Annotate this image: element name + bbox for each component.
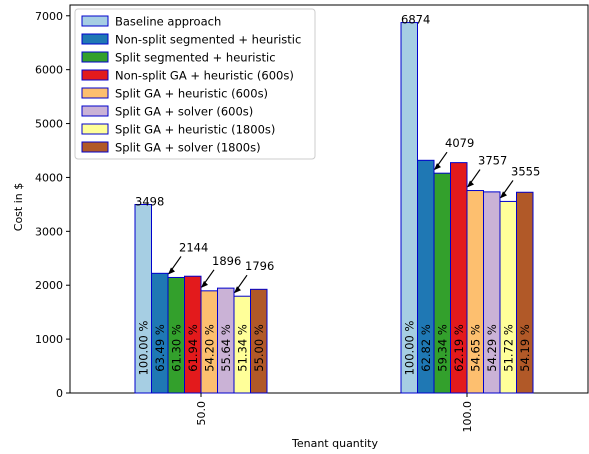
annotation-arrow-head bbox=[500, 191, 507, 199]
legend-swatch bbox=[81, 15, 109, 27]
value-annotation: 1896 bbox=[212, 254, 241, 268]
percent-label: 100.00 % bbox=[136, 321, 150, 376]
plot-frame bbox=[69, 4, 589, 394]
legend-swatch bbox=[81, 69, 109, 81]
legend-label: Split GA + solver (1800s) bbox=[115, 141, 261, 155]
y-tick-label: 2000 bbox=[35, 279, 63, 292]
y-tick-label: 3000 bbox=[35, 225, 63, 238]
legend-box bbox=[74, 8, 316, 160]
percent-label: 54.29 % bbox=[485, 324, 499, 372]
x-tick-label: 100.0 bbox=[461, 401, 474, 433]
value-annotation: 3555 bbox=[511, 164, 540, 178]
bar bbox=[516, 191, 534, 394]
value-annotation: 4079 bbox=[445, 136, 474, 150]
y-axis-label: Cost in $ bbox=[12, 183, 25, 231]
legend-label: Split GA + solver (600s) bbox=[115, 105, 253, 119]
legend-swatch bbox=[81, 105, 109, 117]
percent-label: 55.64 % bbox=[219, 324, 233, 372]
value-annotation: 3757 bbox=[478, 154, 507, 168]
legend-label: Baseline approach bbox=[115, 15, 221, 29]
percent-label: 59.34 % bbox=[435, 324, 449, 372]
legend-swatch bbox=[81, 51, 109, 63]
legend-label: Split segmented + heuristic bbox=[115, 51, 276, 65]
legend-label: Split GA + heuristic (600s) bbox=[115, 87, 268, 101]
annotation-arrow-head bbox=[168, 267, 175, 275]
annotation-arrow-head bbox=[201, 280, 208, 288]
percent-label: 63.49 % bbox=[153, 324, 167, 372]
annotation-arrow-head bbox=[467, 180, 474, 188]
y-tick-label: 5000 bbox=[35, 118, 63, 131]
percent-label: 62.82 % bbox=[419, 324, 433, 372]
percent-label: 62.19 % bbox=[452, 324, 466, 372]
y-tick-label: 4000 bbox=[35, 171, 63, 184]
percent-label: 54.20 % bbox=[202, 324, 216, 372]
value-annotation: 2144 bbox=[179, 240, 208, 254]
legend-swatch bbox=[81, 141, 109, 153]
percent-label: 100.00 % bbox=[402, 321, 416, 376]
x-axis-label: Tenant quantity bbox=[291, 437, 378, 450]
y-tick-label: 0 bbox=[56, 387, 63, 400]
legend-label: Non-split GA + heuristic (600s) bbox=[115, 69, 294, 83]
y-tick-label: 6000 bbox=[35, 64, 63, 77]
value-annotation: 3498 bbox=[135, 194, 164, 208]
value-annotation: 6874 bbox=[401, 13, 430, 27]
legend-swatch bbox=[81, 87, 109, 99]
percent-label: 55.00 % bbox=[252, 324, 266, 372]
percent-label: 54.65 % bbox=[468, 324, 482, 372]
legend-swatch bbox=[81, 123, 109, 135]
y-tick-label: 7000 bbox=[35, 10, 63, 23]
percent-label: 61.94 % bbox=[186, 324, 200, 372]
legend-swatch bbox=[81, 33, 109, 45]
annotation-arrow-head bbox=[234, 286, 241, 294]
legend-label: Non-split segmented + heuristic bbox=[115, 33, 301, 47]
y-tick-label: 1000 bbox=[35, 333, 63, 346]
x-tick-label: 50.0 bbox=[195, 401, 208, 426]
legend-label: Split GA + heuristic (1800s) bbox=[115, 123, 275, 137]
percent-label: 61.30 % bbox=[169, 324, 183, 372]
bar bbox=[250, 288, 268, 394]
annotation-arrow-head bbox=[434, 163, 441, 171]
percent-label: 51.34 % bbox=[235, 324, 249, 372]
value-annotation: 1796 bbox=[245, 259, 274, 273]
percent-label: 51.72 % bbox=[501, 324, 515, 372]
percent-label: 54.19 % bbox=[518, 324, 532, 372]
